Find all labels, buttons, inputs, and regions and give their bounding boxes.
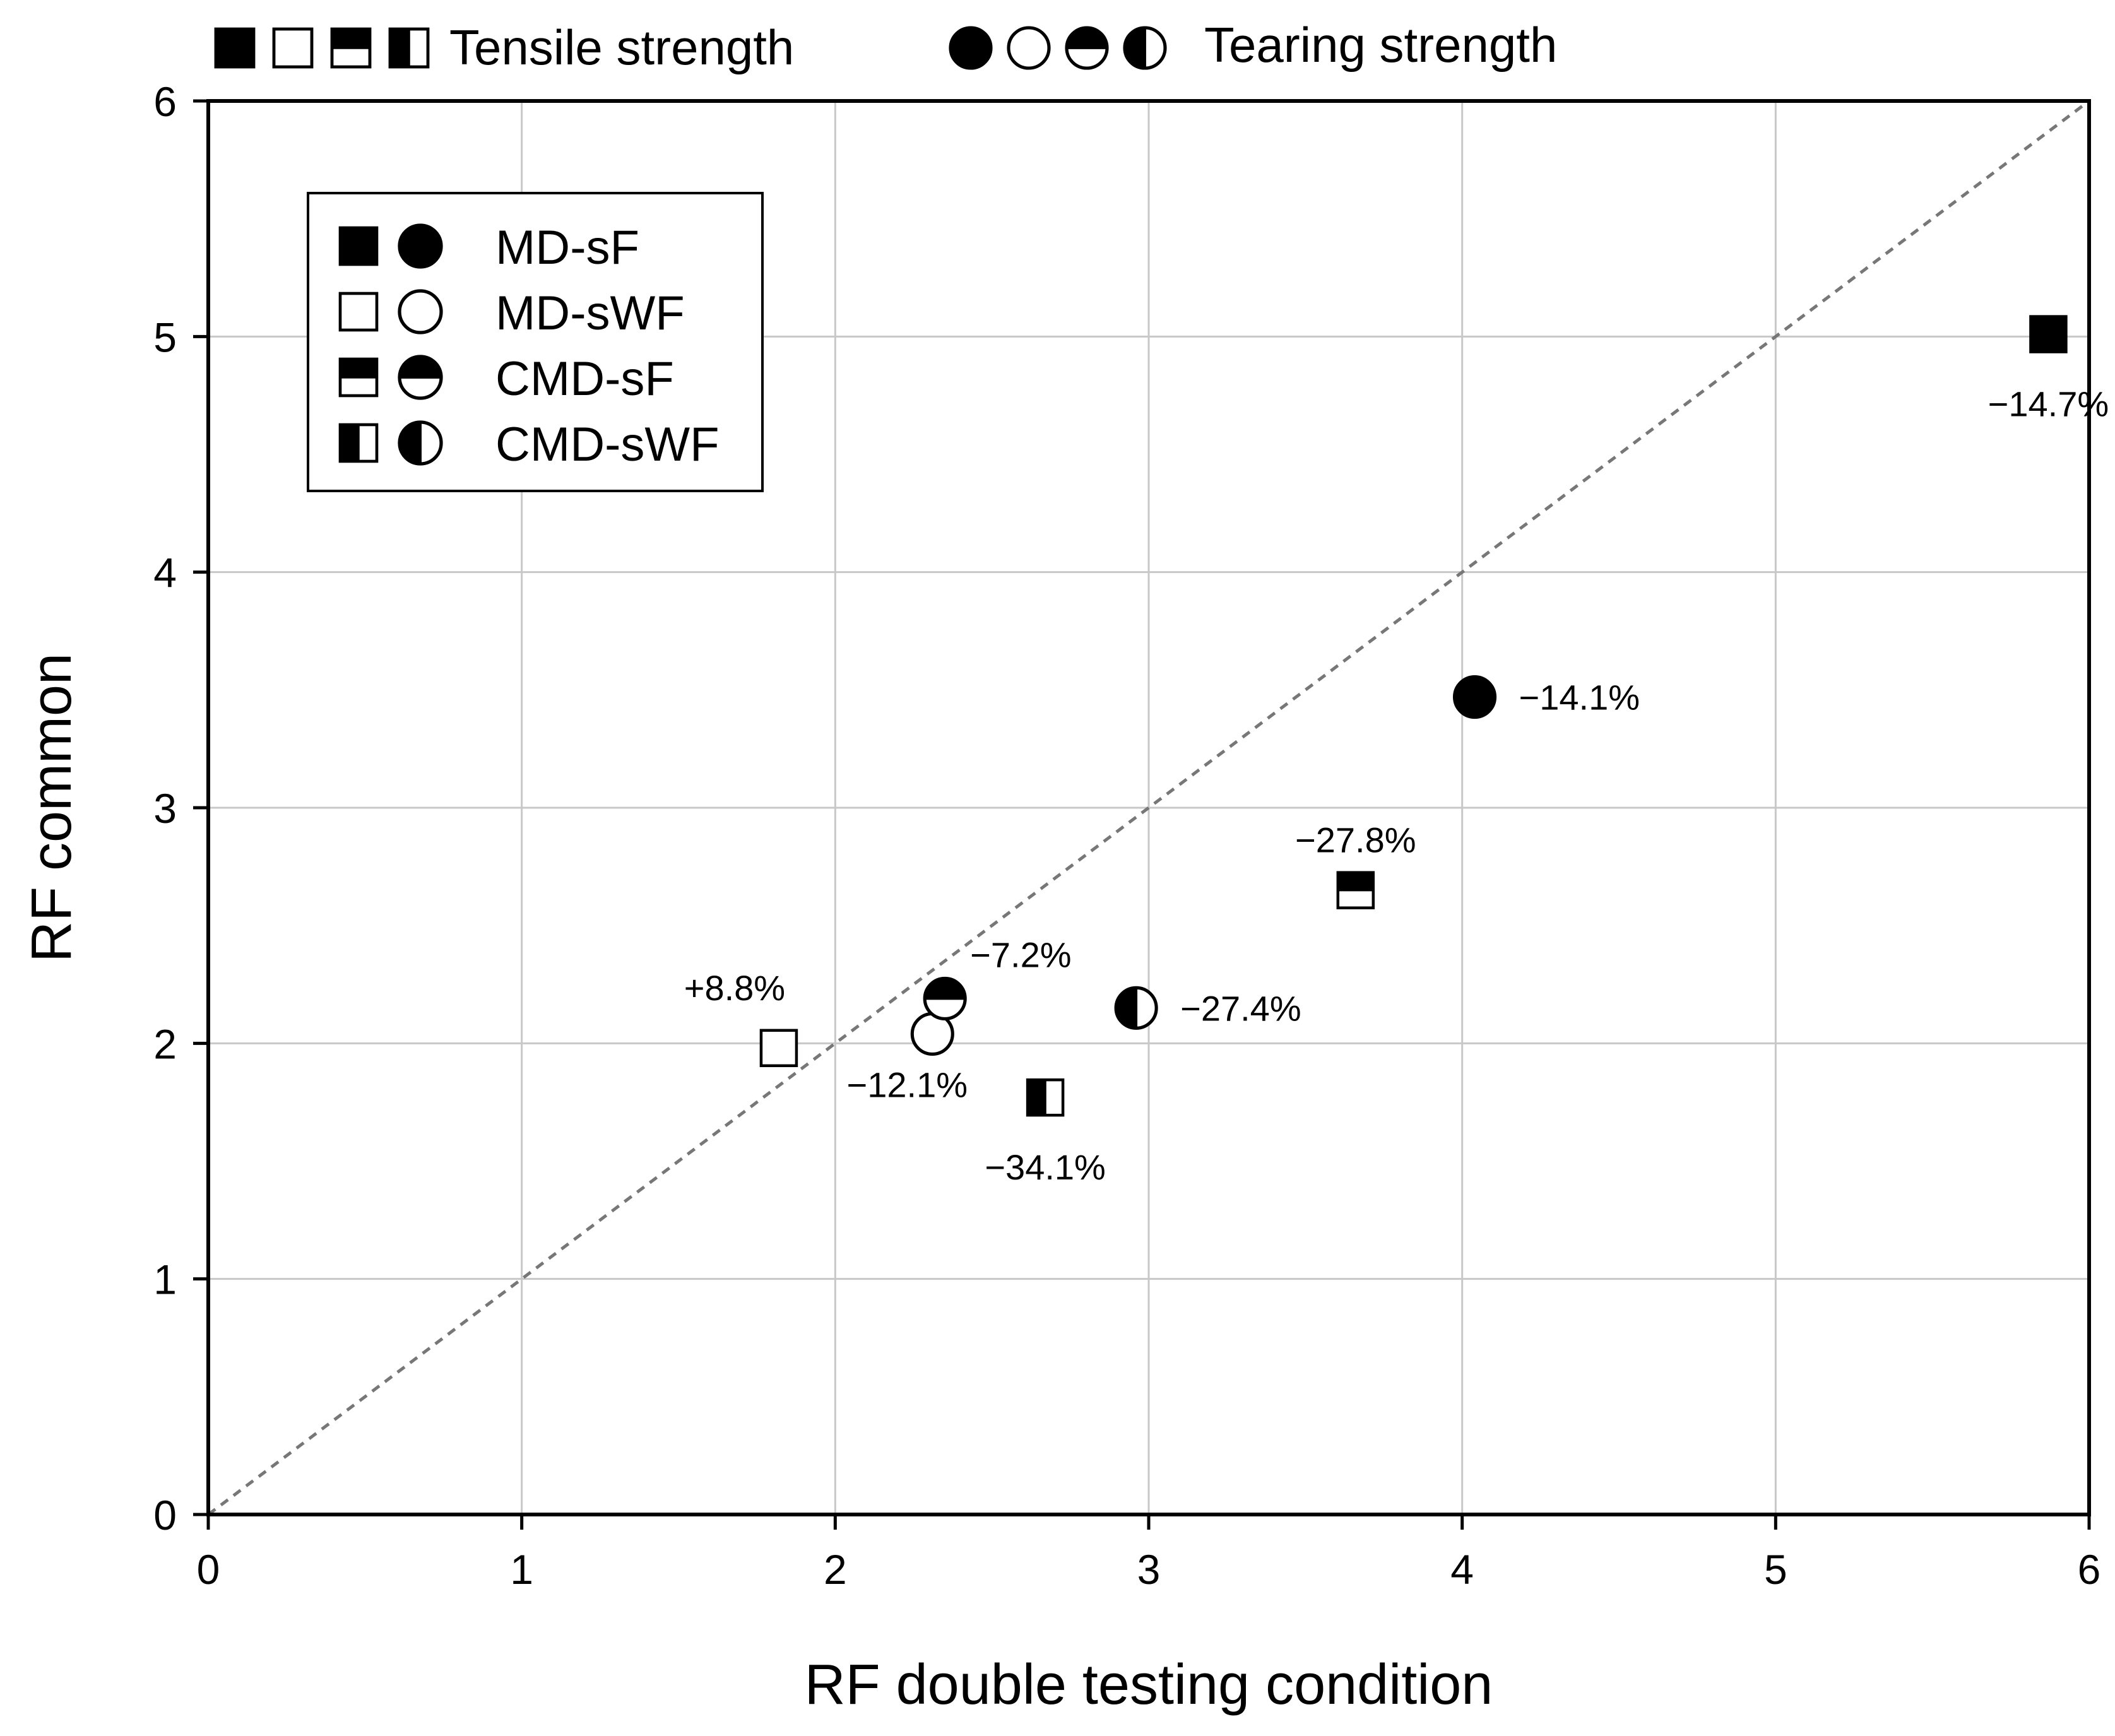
data-annotation: −14.1% [1519,678,1640,717]
data-annotation: −34.1% [985,1147,1106,1187]
legend-circle-marker [398,289,443,334]
reference-diagonal-line [207,100,2090,1516]
data-annotations: −14.7% +8.8% −27.8% −34.1% −14.1% −12.1% −7.2%… [684,384,2109,1188]
x-tick-label: 0 [197,1546,220,1593]
data-annotation: +8.8% [684,968,785,1008]
legend-square-marker [338,226,379,266]
tearing-point-left [1114,986,1158,1030]
top-legend-square-marker [388,27,430,69]
x-tick-label: 6 [2078,1546,2101,1593]
axis-ticks: 0 1 2 3 4 5 6 0 1 2 3 4 5 6 [153,78,2100,1593]
top-legend-circle-marker [949,26,993,70]
top-legend-tearing-label: Tearing strength [1204,17,1557,73]
y-tick-label: 4 [153,550,177,596]
y-tick-label: 2 [153,1020,177,1067]
legend-label: MD-sF [495,221,639,275]
top-legend-tensile-label: Tensile strength [449,20,794,75]
tearing-point-full [1452,675,1497,719]
legend-circle-marker [398,223,443,269]
top-legend-circle-marker [1123,26,1167,70]
tensile-point-none [759,1029,798,1068]
legend-square-marker [338,423,379,463]
data-points [759,315,2068,1117]
legend-label: CMD-sWF [495,418,720,471]
legend-label: CMD-sF [495,352,674,406]
top-legend-square-marker [330,27,372,69]
x-tick-label: 4 [1450,1546,1474,1593]
data-annotation: −27.8% [1295,820,1416,860]
y-axis-title: RF common [20,653,83,962]
data-annotation: −27.4% [1180,988,1301,1028]
top-legend-circle-marker [1065,26,1109,70]
data-annotation: −12.1% [847,1065,968,1104]
y-tick-label: 6 [153,78,177,125]
tearing-point-top [923,976,967,1020]
y-tick-label: 3 [153,785,177,832]
legend-label: MD-sWF [495,286,685,340]
x-tick-label: 2 [824,1546,847,1593]
legend-circle-marker [398,355,443,400]
top-legend-square-marker [272,27,314,69]
x-tick-label: 5 [1764,1546,1787,1593]
y-tick-label: 0 [153,1492,177,1538]
legend-circle-marker [398,420,443,466]
legend: MD-sF MD-sWF CMD-sF CMD-sWF [307,192,764,492]
top-legend: Tensile strength Tearing strength [214,17,1557,75]
x-axis-title: RF double testing condition [805,1653,1493,1716]
legend-square-marker [338,292,379,332]
legend-frame [307,192,764,492]
x-tick-label: 1 [510,1546,533,1593]
y-tick-label: 5 [153,314,177,360]
legend-items: MD-sF MD-sWF CMD-sF CMD-sWF [338,221,720,471]
tensile-point-full [2029,315,2068,353]
legend-square-marker [338,357,379,398]
tensile-point-left [1026,1078,1065,1117]
data-annotation: −7.2% [970,935,1071,974]
data-annotation: −14.7% [1988,384,2109,424]
x-tick-label: 3 [1137,1546,1161,1593]
tensile-point-top [1336,871,1375,909]
top-legend-square-marker [214,27,256,69]
top-legend-circle-marker [1007,26,1051,70]
top-legend-tearing-strength [949,26,1167,70]
top-legend-tensile-strength [214,27,430,69]
y-tick-label: 1 [153,1256,177,1303]
